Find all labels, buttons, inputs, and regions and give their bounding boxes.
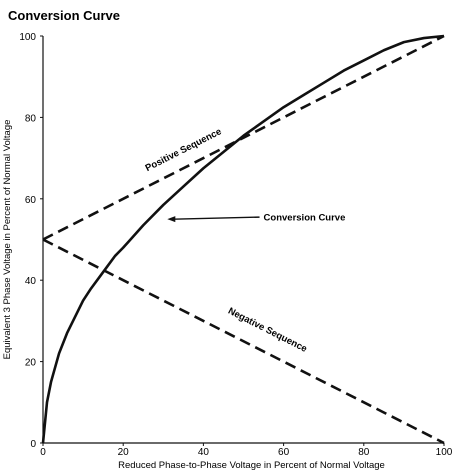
x-axis-ticks: 0 20 40 60 80 100: [40, 443, 453, 458]
x-axis-label: Reduced Phase-to-Phase Voltage in Percen…: [118, 460, 385, 471]
y-tick-label: 0: [30, 439, 36, 450]
x-tick-label: 40: [198, 447, 210, 458]
y-tick-label: 100: [19, 32, 36, 43]
x-tick-label: 80: [358, 447, 370, 458]
x-tick-label: 60: [278, 447, 290, 458]
y-tick-label: 80: [25, 113, 37, 124]
y-tick-label: 20: [25, 358, 37, 369]
series-line-positive-sequence: [42, 34, 445, 241]
series-line-conversion-curve: [41, 34, 445, 444]
annotation-arrow-head: [167, 216, 176, 223]
x-tick-label: 100: [436, 447, 453, 458]
annotation-conversion-curve: Conversion Curve: [264, 213, 346, 224]
series-line-negative-sequence: [42, 238, 445, 445]
x-tick-label: 0: [40, 447, 46, 458]
y-axis-label: Equivalent 3 Phase Voltage in Percent of…: [2, 120, 13, 360]
y-tick-label: 60: [25, 195, 37, 206]
annotation-negative-sequence: Negative Sequence: [226, 306, 309, 355]
chart-title: Conversion Curve: [8, 8, 120, 23]
x-tick-label: 20: [118, 447, 130, 458]
series-lines: [41, 34, 445, 445]
y-tick-label: 40: [25, 276, 37, 287]
annotation-arrow-line: [173, 216, 260, 220]
axes: [42, 36, 444, 444]
y-axis-ticks: 0 20 40 60 80 100: [19, 32, 43, 450]
